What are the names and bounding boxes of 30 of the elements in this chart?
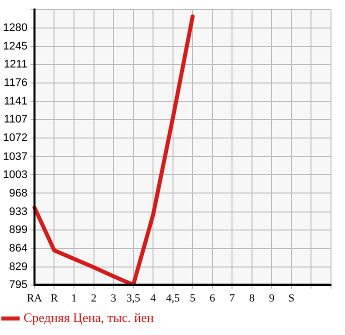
x-tick-label: RA bbox=[26, 292, 42, 304]
y-tick-label: 1211 bbox=[4, 58, 28, 71]
x-tick-label: 4 bbox=[150, 292, 156, 304]
y-tick-label: 1003 bbox=[2, 168, 28, 181]
y-tick-label: 829 bbox=[9, 260, 28, 273]
legend-label: Средняя Цена, тыс. йен bbox=[24, 310, 154, 325]
y-tick-label: 795 bbox=[9, 278, 28, 291]
y-tick-label: 864 bbox=[9, 242, 28, 254]
x-tick-label: 6 bbox=[210, 292, 216, 304]
y-tick-label: 968 bbox=[9, 187, 28, 200]
x-tick-label: S bbox=[288, 292, 295, 304]
x-tick-label: 5 bbox=[190, 292, 196, 304]
x-tick-label: R bbox=[50, 292, 59, 304]
y-tick-label: 1107 bbox=[4, 114, 28, 126]
y-tick-label: 1245 bbox=[2, 40, 28, 53]
x-tick-label: 1 bbox=[71, 292, 77, 304]
x-tick-label: 9 bbox=[268, 292, 275, 304]
y-tick-label: 1072 bbox=[2, 132, 28, 144]
x-tick-label: 7 bbox=[229, 292, 236, 304]
y-tick-label: 899 bbox=[9, 224, 28, 236]
y-tick-label: 933 bbox=[9, 206, 28, 218]
x-tick-label: 3 bbox=[110, 292, 117, 304]
x-tick-label: 2 bbox=[91, 292, 97, 304]
y-tick-label: 1141 bbox=[4, 96, 28, 108]
x-tick-label: 4,5 bbox=[166, 292, 180, 304]
x-tick-label: 8 bbox=[249, 292, 256, 304]
y-tick-label: 1280 bbox=[2, 22, 28, 34]
y-tick-label: 1037 bbox=[2, 150, 28, 163]
x-tick-label: 3,5 bbox=[126, 292, 141, 304]
y-tick-label: 1176 bbox=[4, 77, 28, 90]
